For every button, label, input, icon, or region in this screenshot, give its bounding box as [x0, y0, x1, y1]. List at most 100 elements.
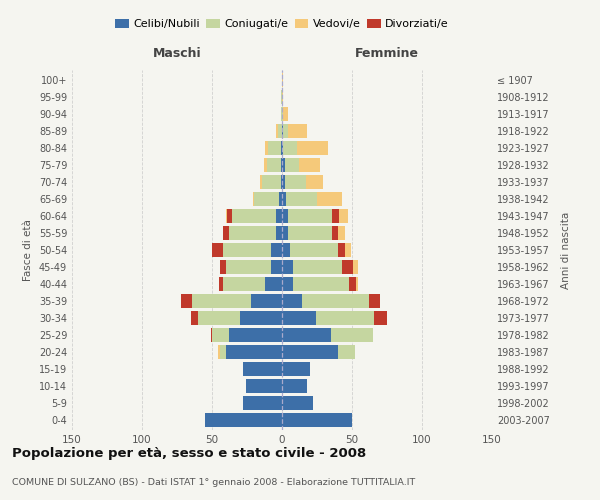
Bar	[253, 192, 254, 206]
Bar	[290, 243, 338, 257]
Bar	[282, 294, 302, 308]
Bar	[198, 311, 240, 325]
Bar	[281, 141, 282, 155]
Bar	[282, 192, 286, 206]
Bar	[232, 209, 277, 223]
Bar	[282, 311, 316, 325]
Bar	[282, 124, 283, 138]
Bar	[277, 124, 278, 138]
Bar	[281, 158, 282, 172]
Bar	[271, 243, 282, 257]
Y-axis label: Fasce di età: Fasce di età	[23, 219, 33, 281]
Bar	[227, 209, 232, 223]
Y-axis label: Anni di nascita: Anni di nascita	[561, 212, 571, 288]
Bar	[212, 243, 223, 257]
Bar	[277, 226, 282, 240]
Bar	[338, 226, 345, 240]
Bar	[271, 260, 282, 274]
Bar	[251, 294, 282, 308]
Bar	[283, 107, 287, 121]
Bar	[265, 277, 282, 291]
Bar	[332, 226, 338, 240]
Bar	[282, 379, 307, 393]
Bar	[220, 260, 226, 274]
Bar	[266, 158, 281, 172]
Bar	[285, 175, 306, 189]
Bar	[278, 124, 282, 138]
Bar	[281, 175, 282, 189]
Bar	[282, 362, 310, 376]
Bar	[282, 260, 293, 274]
Text: Femmine: Femmine	[355, 47, 419, 60]
Bar	[298, 141, 328, 155]
Bar	[223, 243, 271, 257]
Bar	[223, 226, 229, 240]
Bar	[264, 158, 266, 172]
Bar	[374, 311, 387, 325]
Bar	[282, 175, 285, 189]
Bar	[281, 107, 282, 121]
Bar	[243, 396, 282, 410]
Bar	[282, 90, 283, 104]
Text: Popolazione per età, sesso e stato civile - 2008: Popolazione per età, sesso e stato civil…	[12, 448, 366, 460]
Bar	[293, 277, 349, 291]
Text: COMUNE DI SULZANO (BS) - Dati ISTAT 1° gennaio 2008 - Elaborazione TUTTITALIA.IT: COMUNE DI SULZANO (BS) - Dati ISTAT 1° g…	[12, 478, 415, 487]
Bar	[262, 175, 281, 189]
Bar	[332, 209, 340, 223]
Bar	[282, 226, 287, 240]
Bar	[340, 209, 348, 223]
Bar	[282, 277, 293, 291]
Bar	[218, 345, 220, 359]
Bar	[260, 175, 262, 189]
Bar	[338, 345, 355, 359]
Bar	[316, 311, 374, 325]
Bar	[229, 226, 277, 240]
Bar	[282, 243, 290, 257]
Bar	[220, 345, 226, 359]
Legend: Celibi/Nubili, Coniugati/e, Vedovi/e, Divorziati/e: Celibi/Nubili, Coniugati/e, Vedovi/e, Di…	[111, 14, 453, 34]
Bar	[243, 362, 282, 376]
Bar	[287, 226, 332, 240]
Bar	[345, 243, 350, 257]
Bar	[181, 294, 193, 308]
Bar	[282, 209, 287, 223]
Bar	[219, 277, 223, 291]
Bar	[331, 328, 373, 342]
Bar	[283, 141, 298, 155]
Bar	[287, 209, 332, 223]
Bar	[223, 277, 265, 291]
Bar	[302, 294, 369, 308]
Bar	[205, 413, 282, 427]
Bar	[212, 328, 229, 342]
Bar	[283, 124, 287, 138]
Bar	[226, 345, 282, 359]
Bar	[285, 158, 299, 172]
Bar	[299, 158, 320, 172]
Bar	[349, 277, 356, 291]
Bar	[282, 328, 331, 342]
Bar	[306, 175, 323, 189]
Text: Maschi: Maschi	[152, 47, 202, 60]
Bar	[193, 294, 251, 308]
Bar	[240, 311, 282, 325]
Bar	[245, 379, 282, 393]
Bar	[211, 328, 212, 342]
Bar	[229, 328, 282, 342]
Bar	[277, 209, 282, 223]
Bar	[338, 243, 345, 257]
Bar	[293, 260, 342, 274]
Bar	[317, 192, 342, 206]
Bar	[282, 345, 338, 359]
Bar	[268, 141, 281, 155]
Bar	[226, 260, 271, 274]
Bar	[282, 396, 313, 410]
Bar	[282, 158, 285, 172]
Bar	[265, 141, 268, 155]
Bar	[282, 107, 283, 121]
Bar	[286, 192, 317, 206]
Bar	[282, 141, 283, 155]
Bar	[254, 192, 279, 206]
Bar	[279, 192, 282, 206]
Bar	[282, 73, 283, 87]
Bar	[226, 209, 227, 223]
